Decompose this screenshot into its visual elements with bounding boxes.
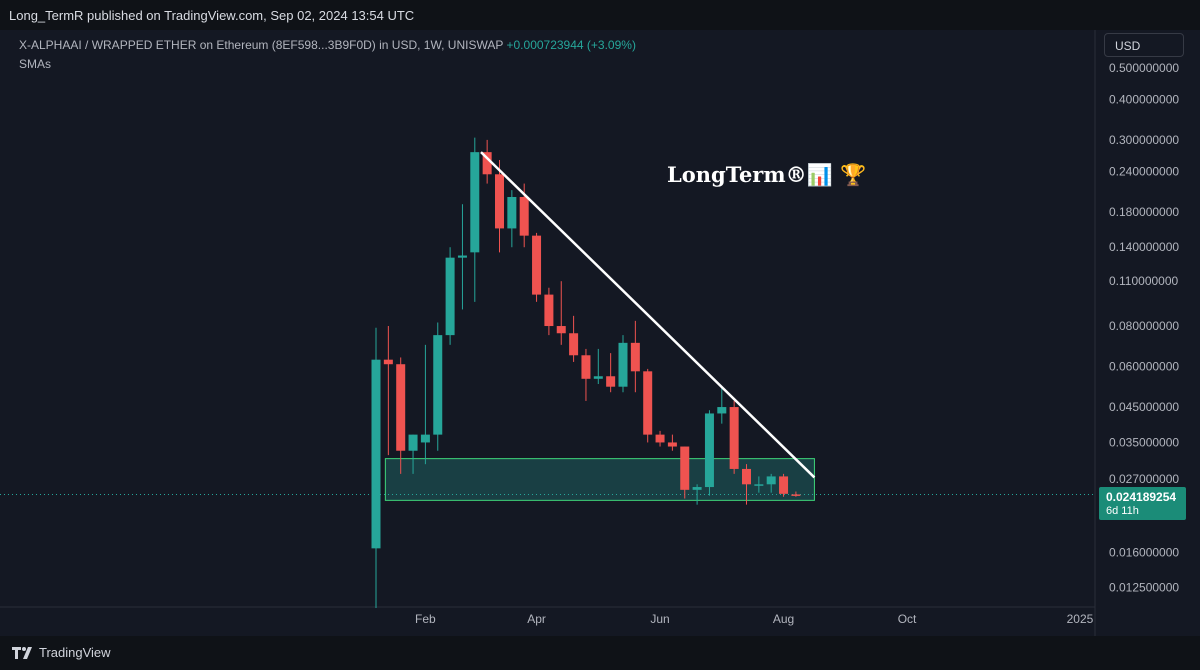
candle-body <box>742 468 751 485</box>
y-tick-label: 0.300000000 <box>1109 133 1179 147</box>
candle-body <box>680 446 690 490</box>
x-tick-label: Feb <box>415 612 436 626</box>
candle-body <box>408 434 418 451</box>
candle-body <box>519 196 529 236</box>
x-tick-label: Jun <box>650 612 669 626</box>
resistance-trendline <box>480 151 816 479</box>
candle-body <box>482 152 492 175</box>
candle-body <box>630 342 640 372</box>
candle-body <box>581 355 591 379</box>
x-tick-label: Oct <box>898 612 917 626</box>
y-tick-label: 0.045000000 <box>1109 400 1179 414</box>
symbol-line: X-ALPHAAI / WRAPPED ETHER on Ethereum (8… <box>19 38 504 52</box>
y-tick-label: 0.140000000 <box>1109 240 1179 254</box>
currency-button[interactable]: USD <box>1104 33 1184 57</box>
candle-body <box>717 407 727 414</box>
last-price-value: 0.024189254 <box>1106 490 1177 504</box>
candle-body <box>396 364 406 451</box>
x-tick-label: Aug <box>773 612 794 626</box>
candle-body <box>779 476 789 494</box>
candle-body <box>704 413 714 488</box>
candle-body <box>729 407 739 469</box>
y-tick-label: 0.500000000 <box>1109 61 1179 75</box>
candle-body <box>420 434 430 443</box>
candle-body <box>445 257 455 336</box>
candle-body <box>606 376 616 387</box>
candle-body <box>667 442 677 447</box>
candle-body <box>457 255 467 258</box>
indicator-label[interactable]: SMAs <box>19 57 52 71</box>
y-tick-label: 0.400000000 <box>1109 92 1179 106</box>
candle-body <box>556 326 566 334</box>
author-watermark: LongTerm®📊 🏆 <box>667 162 867 187</box>
candle-body <box>791 494 801 496</box>
y-tick-label: 0.012500000 <box>1109 580 1179 594</box>
x-tick-label: 2025 <box>1067 612 1094 626</box>
candle-body <box>507 196 517 229</box>
y-tick-label: 0.080000000 <box>1109 319 1179 333</box>
candle-body <box>495 174 504 229</box>
chart-legend: X-ALPHAAI / WRAPPED ETHER on Ethereum (8… <box>19 38 636 71</box>
candle-body <box>544 294 554 327</box>
candle-body <box>371 359 381 549</box>
tradingview-logo[interactable]: TradingView <box>12 645 111 660</box>
candle-body <box>655 434 665 443</box>
candle-body <box>569 333 579 356</box>
y-tick-label: 0.016000000 <box>1109 546 1179 560</box>
candle-body <box>754 484 764 486</box>
y-tick-label: 0.060000000 <box>1109 360 1179 374</box>
y-tick-label: 0.180000000 <box>1109 205 1179 219</box>
candle-body <box>433 335 443 435</box>
candle-countdown: 6d 11h <box>1106 505 1139 517</box>
tradingview-icon <box>12 646 32 659</box>
publish-line: Long_TermR published on TradingView.com,… <box>9 8 415 23</box>
y-tick-label: 0.110000000 <box>1109 274 1179 288</box>
candle-body <box>618 342 628 387</box>
candle-body <box>470 152 480 253</box>
last-price-tag: 0.024189254 6d 11h <box>1099 487 1186 520</box>
candle-body <box>692 487 702 490</box>
candle-body <box>766 476 776 485</box>
x-tick-label: Apr <box>527 612 546 626</box>
y-tick-label: 0.035000000 <box>1109 435 1179 449</box>
publish-bar: Long_TermR published on TradingView.com,… <box>0 0 1200 30</box>
candle-body <box>643 371 653 435</box>
price-chart[interactable]: 0.500000000 0.400000000 0.300000000 0.24000… <box>0 30 1200 636</box>
brand-name: TradingView <box>39 645 111 660</box>
y-tick-label: 0.240000000 <box>1109 164 1179 178</box>
footer-bar: TradingView <box>0 636 1200 670</box>
y-tick-label: 0.027000000 <box>1109 472 1179 486</box>
candle-body <box>593 376 603 379</box>
candle-body <box>383 359 393 365</box>
price-change: +0.000723944 (+3.09%) <box>506 38 636 52</box>
candle-body <box>532 235 542 295</box>
